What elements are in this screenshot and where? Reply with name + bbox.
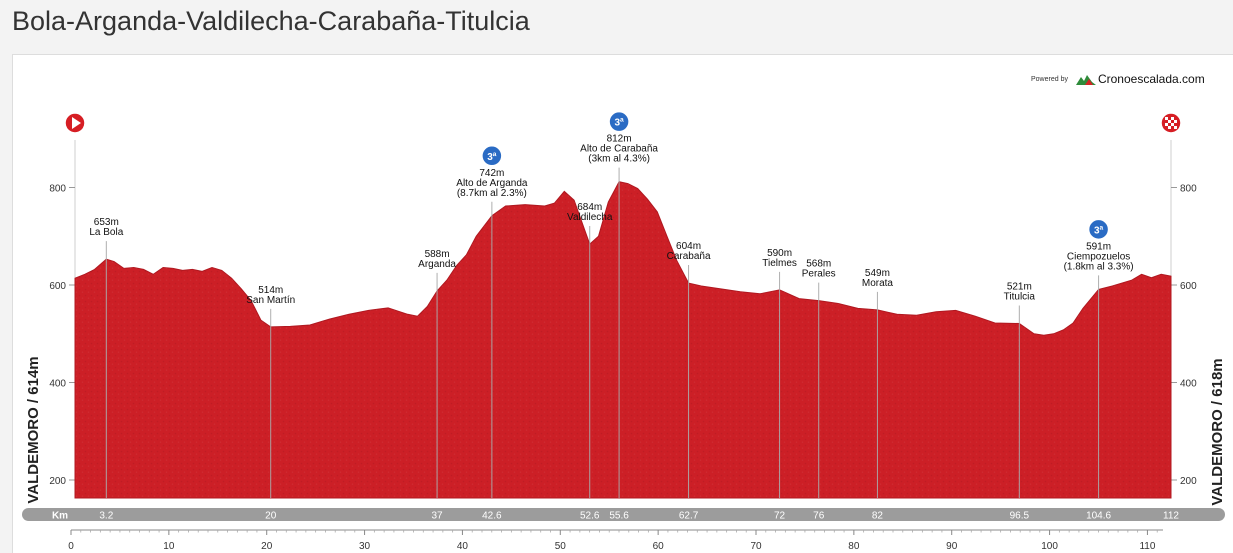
checker-cell [1165,123,1168,126]
x-tick-label: 0 [68,541,74,552]
checker-cell [1171,117,1174,120]
annotation-text: Valdilecha [567,212,613,223]
y-tick-label-right: 600 [1180,281,1197,292]
play-triangle [72,117,81,129]
x-tick-label: 20 [261,541,273,552]
y-tick-label-left: 400 [49,379,66,390]
annotation-text: La Bola [89,227,123,238]
x-tick-label: 70 [750,541,762,552]
annotation-text: (8.7km al 2.3%) [457,188,527,199]
km-mark-label: 52.6 [580,511,600,522]
elevation-profile-texture [75,181,1171,498]
km-mark-label: 76 [813,511,825,522]
km-mark-label: 72 [774,511,786,522]
climb-badge-circle [608,110,630,133]
checker-cell [1171,126,1174,129]
checker-cell [1174,126,1177,129]
x-tick-label: 30 [359,541,371,552]
km-mark-label: 20 [265,511,277,522]
start-marker-icon [64,112,86,134]
x-tick-label: 90 [946,541,958,552]
km-bar [22,508,1225,521]
checker-cell [1171,123,1174,126]
annotation-text: Arganda [418,259,456,270]
annotation-text: 684m [577,202,602,213]
checker-cell [1174,123,1177,126]
climb-category-icon: 3ª [608,110,630,133]
y-tick-label-left: 800 [49,184,66,195]
climb-category-icon: 3ª [1087,218,1110,241]
checker-cell [1174,117,1177,120]
annotation-text: (1.8km al 3.3%) [1064,261,1134,272]
km-mark-label: 3.2 [99,511,113,522]
annotation-text: Perales [802,269,836,280]
km-bar-label: Km [52,511,68,522]
annotation-text: 742m [479,168,504,179]
y-axis-label-right: VALDEMORO / 618m [1209,358,1226,505]
annotation-text: Morata [862,278,894,289]
checker-cell [1168,123,1171,126]
x-tick-label: 50 [555,541,567,552]
annotation-text: 514m [258,285,283,296]
annotation-text: 591m [1086,241,1111,252]
climb-category-icon: 3ª [481,145,503,167]
km-mark-label: 82 [872,511,884,522]
km-mark-label: 104.6 [1086,511,1111,522]
climb-badge-text: 3ª [1094,225,1104,236]
finish-marker-icon [1160,112,1182,134]
annotation-text: Titulcia [1004,292,1036,303]
y-tick-label-right: 200 [1180,476,1197,487]
checker-cell [1168,120,1171,123]
annotation-text: Ciempozuelos [1067,251,1130,262]
brand-name: Cronoescalada.com [1097,72,1205,86]
x-tick-label: 80 [848,541,860,552]
x-tick-label: 10 [163,541,175,552]
km-mark-label: 55.6 [609,511,629,522]
powered-by-label: Powered by [1031,75,1068,83]
checker-cell [1174,120,1177,123]
y-tick-label-left: 600 [49,281,66,292]
y-tick-label-right: 800 [1180,184,1197,195]
annotation-text: 590m [767,248,792,259]
annotation-text: 812m [607,134,632,145]
km-mark-label: 112 [1163,511,1179,522]
km-mark-label: 37 [432,511,444,522]
x-tick-label: 40 [457,541,469,552]
km-mark-label: 96.5 [1010,511,1030,522]
y-tick-label-left: 200 [49,476,66,487]
annotation-text: Alto de Carabaña [580,144,658,155]
annotation-text: 604m [676,241,701,252]
annotation-text: 549m [865,268,890,279]
annotation-text: Tielmes [762,258,797,269]
checker-cell [1168,126,1171,129]
climb-badge-text: 3ª [487,152,497,163]
y-tick-label-right: 400 [1180,379,1197,390]
annotation-text: Carabaña [667,251,711,262]
annotation-text: 521m [1007,282,1032,293]
checker-cell [1165,120,1168,123]
annotation-text: San Martín [246,295,295,306]
x-tick-label: 60 [653,541,665,552]
annotation-text: Alto de Arganda [456,178,528,189]
checker-cell [1165,117,1168,120]
mountain-logo-icon [1075,74,1096,85]
climb-badge-circle [481,145,503,167]
annotation-text: 568m [806,259,831,270]
annotation-text: 653m [94,217,119,228]
km-mark-label: 62.7 [679,511,699,522]
x-tick-label: 100 [1041,541,1058,552]
checker-cell [1165,126,1168,129]
y-axis-label-left: VALDEMORO / 614m [25,356,42,503]
annotation-text: (3km al 4.3%) [588,154,650,165]
annotation-text: 588m [425,249,450,260]
climb-badge-text: 3ª [614,118,624,129]
checker-cell [1168,117,1171,120]
km-mark-label: 42.6 [482,511,502,522]
x-tick-label: 110 [1139,541,1155,552]
checker-cell [1171,120,1174,123]
powered-by-branding[interactable]: Powered by Cronoescalada.com [1031,72,1205,86]
climb-badge-circle [1087,218,1110,241]
page-title: Bola-Arganda-Valdilecha-Carabaña-Titulci… [12,6,530,36]
